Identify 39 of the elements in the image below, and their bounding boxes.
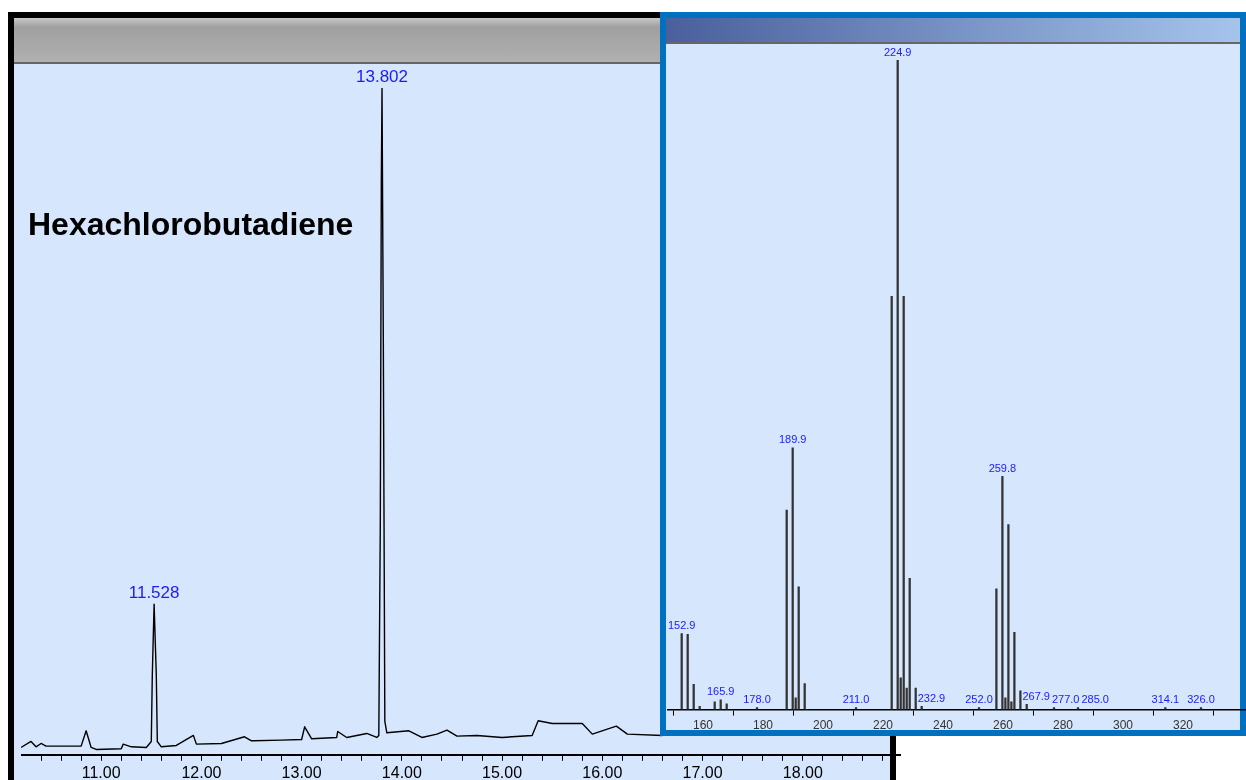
annotation: 165.9	[706, 685, 735, 698]
x-tick-label: 17.00	[682, 763, 723, 780]
annotation: 326.0	[1187, 693, 1215, 706]
x-tick-label: 13.00	[281, 763, 322, 780]
annotation: 314.1	[1151, 693, 1180, 706]
x-tick-label: 220	[872, 718, 894, 733]
annotation: 11.528	[128, 583, 180, 603]
bar	[1001, 476, 1004, 710]
bar	[1019, 690, 1022, 710]
annotation: 211.0	[842, 693, 870, 706]
x-tick-label: 260	[992, 718, 1014, 733]
annotation: 189.9	[778, 433, 807, 446]
x-tick-label: 12.00	[181, 763, 222, 780]
annotation: 178.0	[743, 693, 771, 706]
x-tick-label: 15.00	[482, 763, 523, 780]
annotation: Hexachlorobutadiene	[28, 206, 354, 243]
bar	[1013, 631, 1016, 710]
x-tick-label: 16.00	[582, 763, 623, 780]
x-tick-label: 18.00	[782, 763, 823, 780]
annotation: 277.0	[1051, 693, 1080, 706]
x-tick-label: 11.00	[81, 763, 121, 780]
x-tick-label: 160	[692, 718, 714, 733]
x-tick-label: 200	[812, 718, 834, 733]
annotation: 232.9	[917, 691, 946, 704]
annotation: 224.9	[883, 45, 912, 58]
annotation: 13.802	[356, 67, 409, 87]
annotation: 252.0	[965, 693, 993, 706]
bar	[995, 588, 998, 710]
x-tick-label: 280	[1052, 718, 1074, 733]
annotation: 267.9	[1022, 689, 1050, 702]
annotation: 259.8	[988, 461, 1017, 474]
x-tick-label: 240	[932, 718, 954, 733]
x-tick-label: 180	[752, 718, 774, 733]
bar	[1007, 524, 1010, 710]
x-tick-label: 300	[1112, 718, 1134, 733]
annotation: 285.0	[1081, 693, 1109, 706]
x-tick-label: 320	[1172, 718, 1194, 733]
annotation: 152.9	[667, 619, 696, 632]
x-tick-label: 14.00	[381, 763, 422, 780]
